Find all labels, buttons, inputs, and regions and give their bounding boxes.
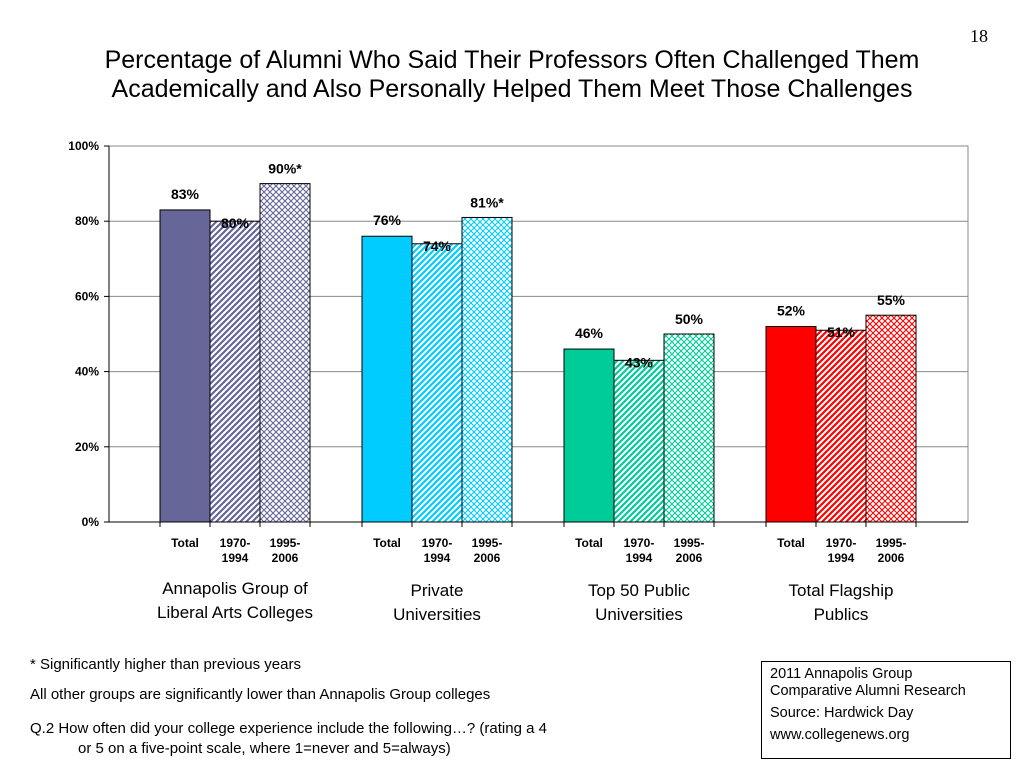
x-tick-label: Total	[171, 536, 199, 550]
bar	[159, 209, 211, 523]
chart-title-line-1: Percentage of Alumni Who Said Their Prof…	[104, 46, 920, 74]
bar-value-label: 81%*	[470, 194, 504, 210]
source-line-1: 2011 Annapolis Group	[770, 666, 913, 682]
y-tick-label: 20%	[75, 440, 99, 454]
y-tick-label: 100%	[68, 139, 99, 153]
bar	[815, 329, 867, 523]
bar	[663, 333, 715, 523]
bar-value-label: 52%	[777, 302, 806, 318]
x-tick-label: 1995-2006	[270, 536, 301, 565]
bar	[361, 235, 413, 523]
y-tick-label: 0%	[82, 515, 100, 529]
bar-value-label: 74%	[423, 238, 452, 254]
bar-value-label: 50%	[675, 311, 704, 327]
chart-title: Percentage of Alumni Who Said Their Prof…	[0, 46, 1024, 104]
bar-value-label: 55%	[877, 292, 906, 308]
source-line-3: Source: Hardwick Day	[770, 705, 914, 721]
group-label: Annapolis Group of Liberal Arts Colleges	[157, 579, 313, 622]
bar	[563, 348, 615, 523]
bar-chart: 0% 20% 40% 60% 80% 100% 83% Total 80% 1970-1994 90…	[68, 139, 969, 565]
bar-value-label: 83%	[171, 186, 200, 202]
chart-title-line-2: Academically and Also Personally Helped …	[111, 75, 913, 103]
bar-value-label: 46%	[575, 325, 604, 341]
bar-value-label: 43%	[625, 354, 654, 370]
x-tick-label: 1970-1994	[826, 536, 857, 565]
footnote-question-continued: or 5 on a five-point scale, where 1=neve…	[78, 740, 451, 757]
bar	[259, 183, 311, 523]
bar	[865, 314, 917, 523]
x-tick-label: 1970-1994	[220, 536, 251, 565]
x-tick-label: 1995-2006	[674, 536, 705, 565]
bar-value-label: 90%*	[268, 161, 302, 177]
y-tick-label: 60%	[75, 289, 99, 303]
group-label: Top 50 Public Universities	[587, 581, 691, 624]
x-tick-label: Total	[373, 536, 401, 550]
group-label: Total Flagship Publics	[788, 581, 894, 624]
x-tick-label: 1995-2006	[472, 536, 503, 565]
x-tick-label: Total	[575, 536, 603, 550]
group-label: Private Universities	[393, 581, 481, 624]
bar	[411, 243, 463, 523]
bar	[765, 325, 817, 523]
x-tick-label: 1995-2006	[876, 536, 907, 565]
bar-value-label: 80%	[221, 215, 250, 231]
bar-value-label: 51%	[827, 324, 856, 340]
bar	[613, 359, 665, 523]
x-tick-label: Total	[777, 536, 805, 550]
source-box: 2011 Annapolis Group Comparative Alumni …	[761, 661, 1011, 759]
footnote-question: Q.2 How often did your college experienc…	[30, 720, 547, 737]
footnote-comparison: All other groups are significantly lower…	[30, 686, 491, 703]
footnote-significance: * Significantly higher than previous yea…	[30, 656, 301, 673]
page-number: 18	[970, 26, 988, 46]
y-tick-label: 40%	[75, 365, 99, 379]
bar	[461, 216, 513, 523]
y-tick-label: 80%	[75, 214, 99, 228]
bar	[209, 220, 261, 523]
source-line-2: Comparative Alumni Research	[770, 683, 966, 699]
x-tick-label: 1970-1994	[624, 536, 655, 565]
x-tick-label: 1970-1994	[422, 536, 453, 565]
bar-value-label: 76%	[373, 212, 402, 228]
source-line-4: www.collegenews.org	[770, 727, 910, 743]
